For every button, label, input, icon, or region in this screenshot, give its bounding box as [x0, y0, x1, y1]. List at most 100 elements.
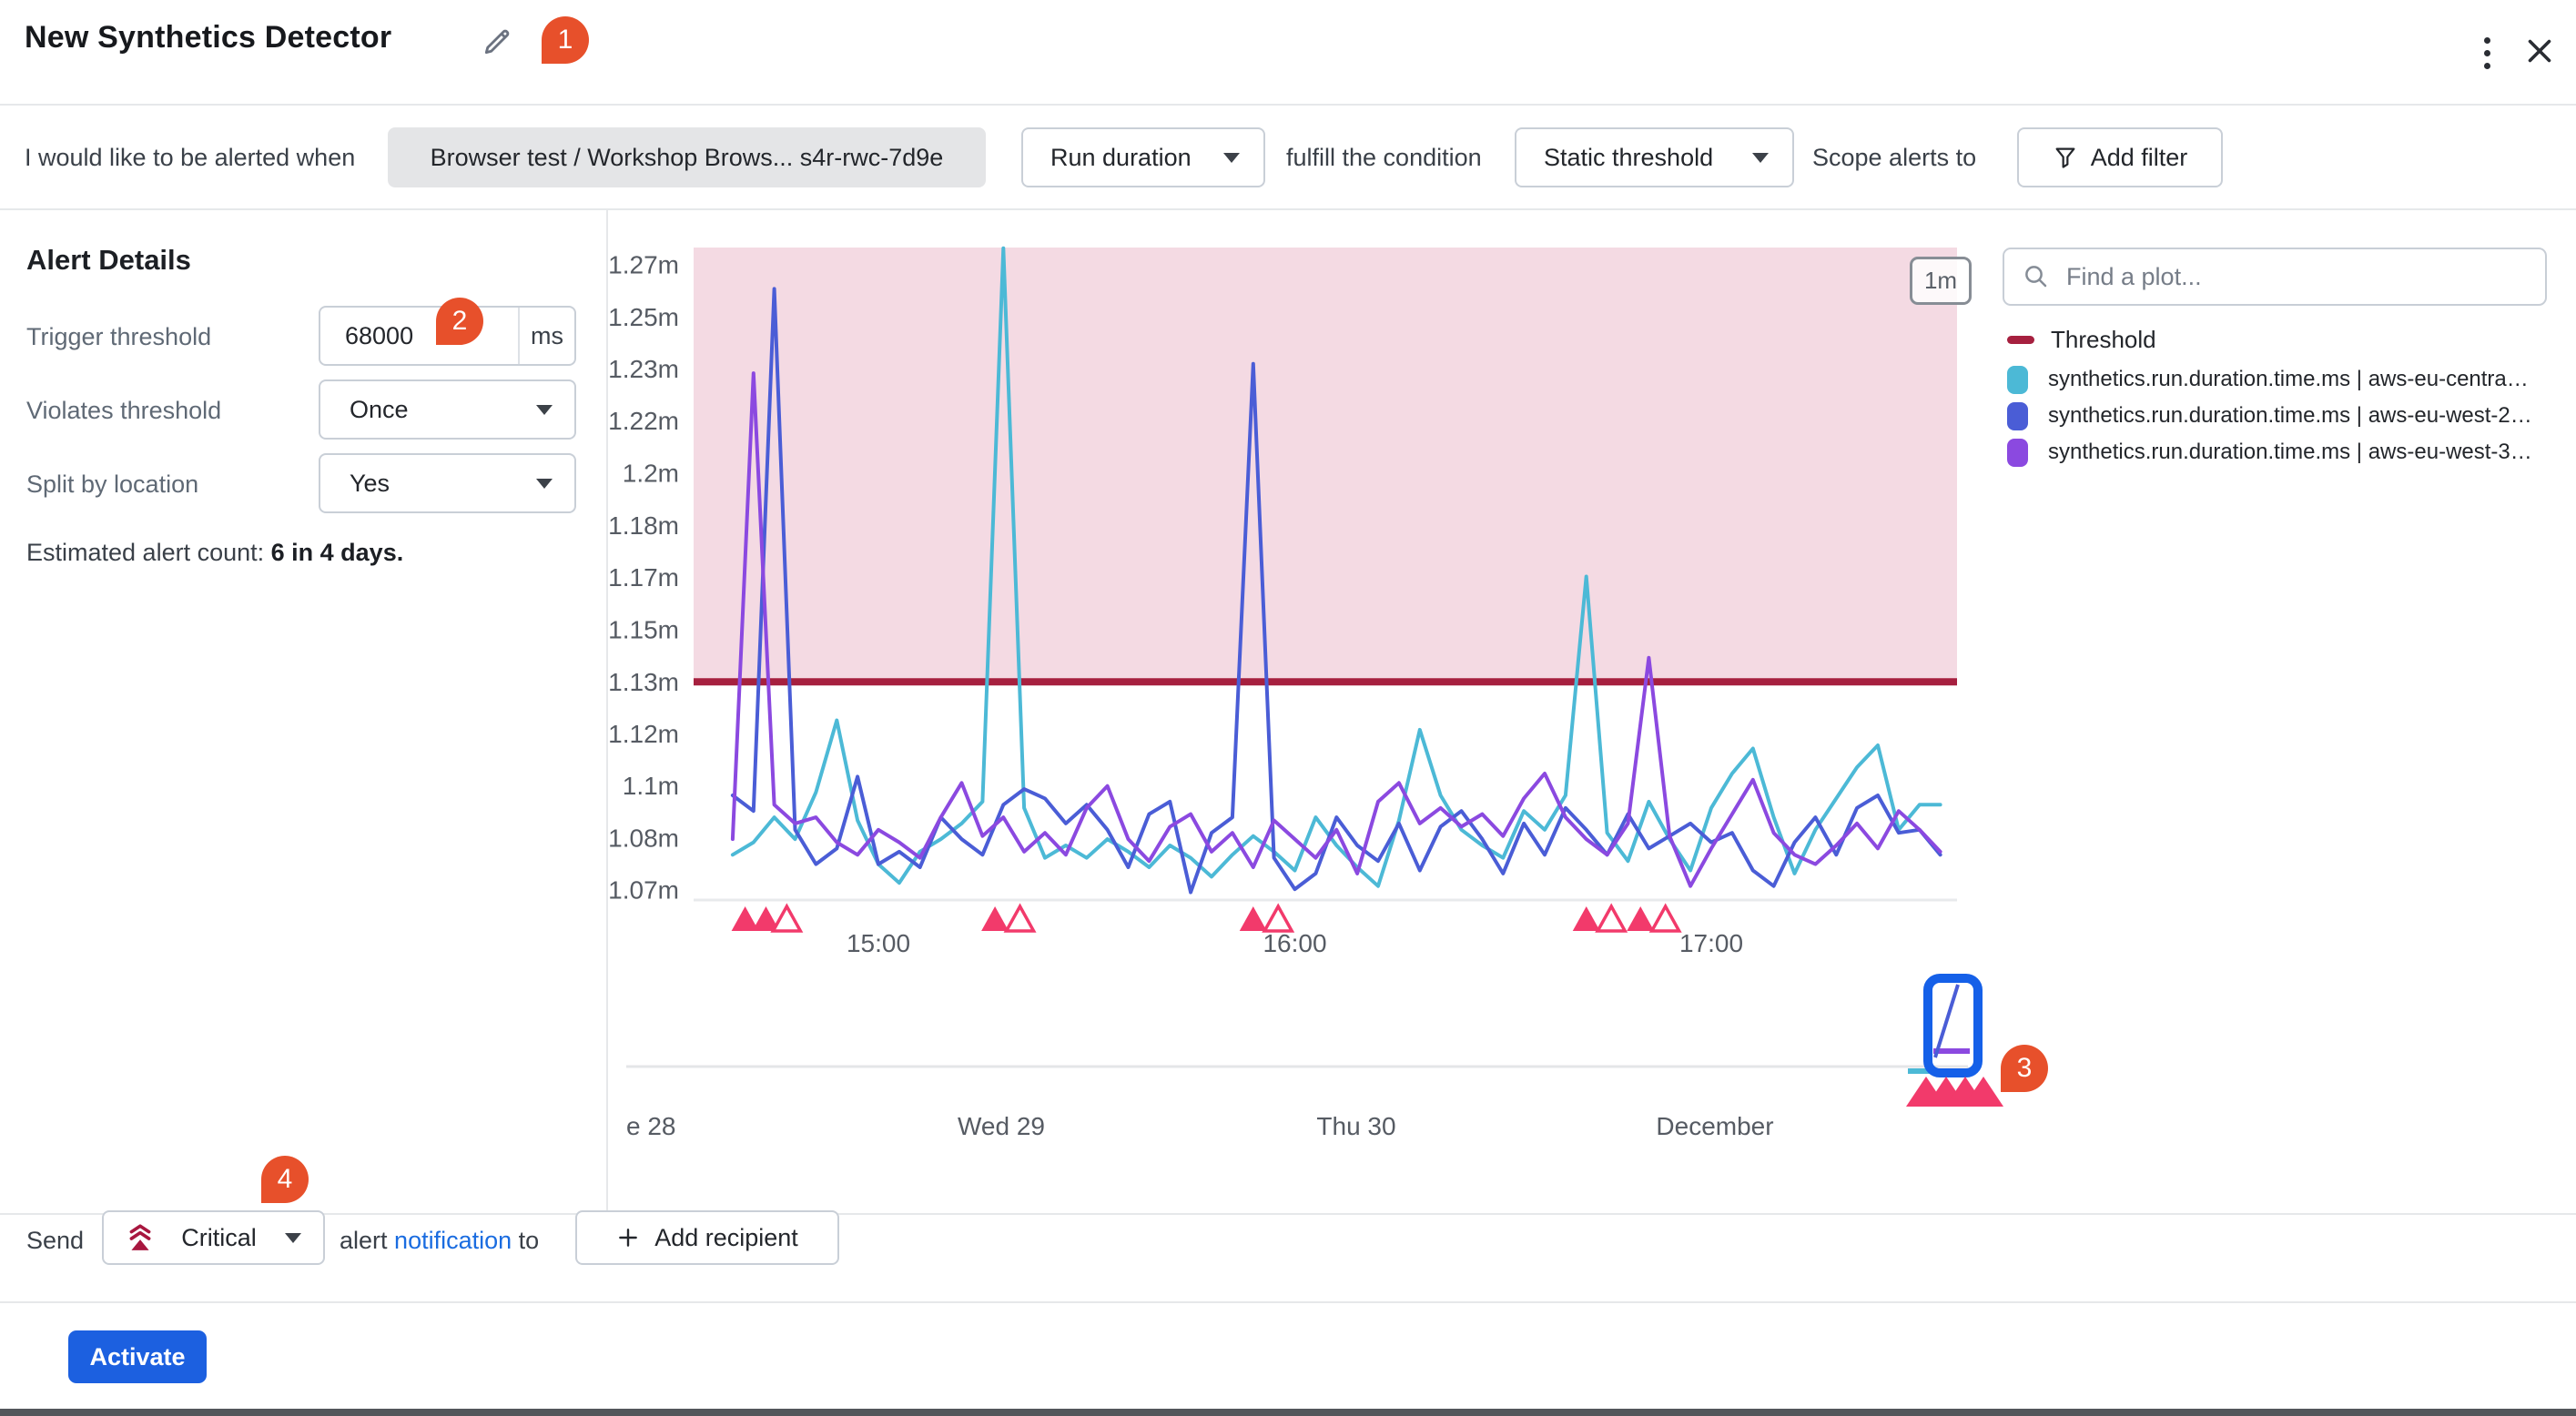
y-tick-label: 1.12m — [608, 720, 679, 748]
alert-details-heading: Alert Details — [26, 244, 191, 276]
alert-event-marker-filled[interactable] — [752, 906, 780, 931]
step-badge-2: 2 — [436, 298, 483, 345]
legend-item-series-1[interactable]: synthetics.run.duration.time.ms | aws-eu… — [2007, 362, 2529, 397]
send-label: Send — [26, 1227, 85, 1254]
step-badge-1: 1 — [542, 16, 589, 64]
series-swatch — [2007, 365, 2028, 394]
severity-dropdown[interactable]: Critical — [102, 1210, 325, 1265]
metric-dropdown-value: Run duration — [1050, 143, 1192, 171]
condition-middle-text: fulfill the condition — [1286, 144, 1482, 171]
plus-icon — [619, 1229, 638, 1247]
y-tick-label: 1.27m — [608, 250, 679, 278]
split-by-location-label: Split by location — [26, 470, 199, 498]
chevron-down-icon — [1752, 152, 1769, 163]
y-tick-label: 1.17m — [608, 563, 679, 592]
split-by-location-select[interactable]: Yes — [319, 453, 576, 513]
activate-button[interactable]: Activate — [68, 1330, 207, 1383]
detector-preview-chart[interactable]: 1.27m 1.25m 1.23m 1.22m 1.2m 1.18m 1.17m 1.15m 1… — [608, 208, 2012, 1213]
alert-event-marker-hollow[interactable] — [1595, 903, 1628, 933]
violates-threshold-select[interactable]: Once — [319, 379, 576, 440]
send-row-divider — [0, 1213, 2576, 1215]
y-tick-label: 1.13m — [608, 668, 679, 696]
panel-divider — [606, 209, 608, 1213]
y-tick-label: 1.2m — [623, 460, 679, 488]
trigger-threshold-unit: ms — [518, 308, 574, 364]
legend-item-series-3[interactable]: synthetics.run.duration.time.ms | aws-eu… — [2007, 435, 2532, 470]
condition-divider — [0, 208, 2576, 210]
chevron-down-icon — [536, 478, 553, 489]
alert-notification-text: alert notification to — [340, 1227, 540, 1254]
split-by-location-value: Yes — [350, 469, 390, 497]
add-filter-label: Add filter — [2090, 143, 2188, 171]
chart-resolution-badge: 1m — [1910, 257, 1972, 305]
series-swatch — [2007, 438, 2028, 467]
kebab-menu-icon[interactable] — [2469, 33, 2505, 73]
legend-label: Threshold — [2051, 325, 2156, 353]
alert-event-marker-filled[interactable] — [1627, 906, 1655, 931]
notification-link[interactable]: notification — [394, 1227, 512, 1254]
severity-value: Critical — [181, 1223, 257, 1251]
find-plot-search[interactable] — [2003, 248, 2547, 306]
series-swatch — [2007, 401, 2028, 430]
violates-threshold-value: Once — [350, 395, 409, 423]
violates-threshold-label: Violates threshold — [26, 397, 222, 424]
alert-event-marker-filled[interactable] — [1239, 906, 1267, 931]
close-icon[interactable] — [2523, 35, 2556, 67]
timeline-alert-cluster-triangle — [1963, 1077, 2003, 1107]
x-tick-label: 17:00 — [1679, 929, 1743, 957]
y-tick-label: 1.22m — [608, 407, 679, 435]
alert-event-marker-hollow[interactable] — [1262, 903, 1295, 933]
filter-funnel-icon — [2055, 147, 2075, 168]
timeline-label: e 28 — [626, 1112, 676, 1140]
legend-item-series-2[interactable]: synthetics.run.duration.time.ms | aws-eu… — [2007, 399, 2532, 433]
trigger-threshold-input[interactable] — [320, 321, 518, 350]
minimap-spark-blue — [1933, 984, 1960, 1058]
step-badge-4: 4 — [261, 1156, 309, 1203]
legend-item-threshold[interactable]: Threshold — [2007, 324, 2156, 355]
y-tick-label: 1.1m — [623, 772, 679, 800]
y-tick-label: 1.15m — [608, 615, 679, 643]
alert-event-marker-hollow[interactable] — [1003, 903, 1037, 933]
add-recipient-label: Add recipient — [654, 1223, 798, 1251]
trigger-threshold-label: Trigger threshold — [26, 323, 212, 350]
footer-divider — [0, 1301, 2576, 1303]
alert-event-marker-filled[interactable] — [981, 906, 1009, 931]
timeline-label: Wed 29 — [958, 1112, 1045, 1140]
alert-event-marker-filled[interactable] — [731, 906, 759, 931]
timeline-selection-window[interactable] — [1923, 974, 1983, 1077]
series-line-0[interactable] — [730, 246, 1942, 888]
y-tick-label: 1.23m — [608, 355, 679, 383]
signal-pill[interactable]: Browser test / Workshop Brows... s4r-rwc… — [388, 127, 986, 187]
edit-pencil-icon[interactable] — [481, 24, 515, 58]
critical-severity-icon — [129, 1224, 151, 1250]
search-icon — [2025, 266, 2047, 288]
chevron-down-icon — [536, 404, 553, 415]
alert-event-marker-filled[interactable] — [1572, 906, 1600, 931]
condition-type-value: Static threshold — [1544, 143, 1714, 171]
legend-label: synthetics.run.duration.time.ms | aws-eu… — [2048, 440, 2532, 464]
x-tick-label: 15:00 — [847, 929, 910, 957]
legend-label: synthetics.run.duration.time.ms | aws-eu… — [2048, 403, 2532, 428]
y-tick-label: 1.08m — [608, 824, 679, 853]
scope-alerts-text: Scope alerts to — [1812, 144, 1977, 171]
threshold-violation-region — [694, 248, 1957, 683]
add-filter-button[interactable]: Add filter — [2017, 127, 2223, 187]
find-plot-input[interactable] — [2064, 261, 2505, 292]
condition-prefix-text: I would like to be alerted when — [25, 144, 356, 171]
add-recipient-button[interactable]: Add recipient — [575, 1210, 839, 1265]
metric-dropdown[interactable]: Run duration — [1021, 127, 1265, 187]
condition-type-dropdown[interactable]: Static threshold — [1515, 127, 1794, 187]
x-tick-label: 16:00 — [1263, 929, 1326, 957]
timeline-label: Thu 30 — [1316, 1112, 1395, 1140]
series-line-2[interactable] — [730, 371, 1942, 888]
y-tick-label: 1.18m — [608, 511, 679, 540]
chevron-down-icon — [1223, 152, 1240, 163]
window-bottom-edge — [0, 1409, 2576, 1416]
y-tick-label: 1.25m — [608, 303, 679, 331]
alert-event-marker-hollow[interactable] — [1648, 903, 1682, 933]
signal-pill-label: Browser test / Workshop Brows... s4r-rwc… — [430, 143, 944, 171]
alert-event-marker-hollow[interactable] — [770, 903, 804, 933]
chevron-down-icon — [284, 1232, 301, 1243]
header-divider — [0, 104, 2576, 106]
